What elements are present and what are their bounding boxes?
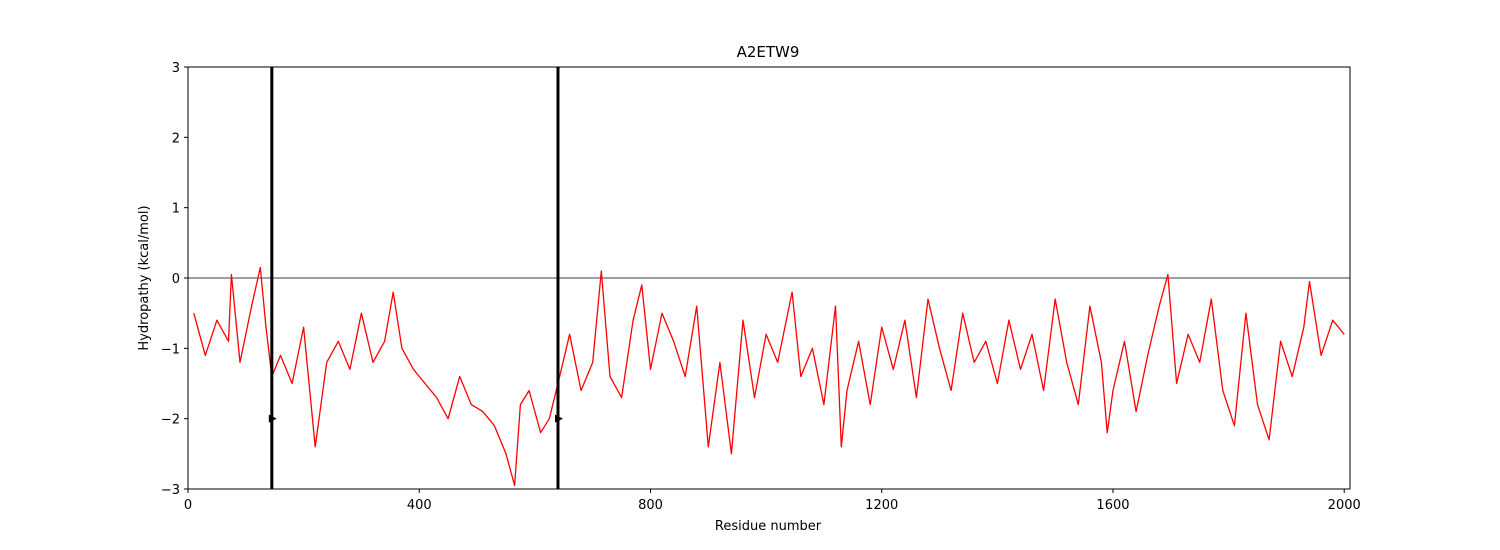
- y-tick-label: 0: [172, 272, 180, 287]
- x-axis-label: Residue number: [715, 519, 822, 534]
- x-tick-label: 400: [407, 498, 432, 513]
- x-tick-label: 800: [638, 498, 663, 513]
- y-tick-label: −3: [161, 483, 180, 498]
- y-tick-label: 2: [172, 131, 180, 146]
- y-axis-label: Hydropathy (kcal/mol): [137, 205, 152, 350]
- x-tick-label: 0: [184, 498, 192, 513]
- x-tick-label: 2000: [1328, 498, 1361, 513]
- y-tick-label: 3: [172, 61, 180, 76]
- y-tick-label: 1: [172, 202, 180, 217]
- plot-area: 0 400 800 1200 1600 2000 −3 −2 −1 0 1 2 3: [161, 61, 1361, 513]
- region-marker-arrow-1: [268, 414, 277, 423]
- y-tick-label: −2: [161, 413, 180, 428]
- y-tick-label: −1: [161, 342, 180, 357]
- x-tick-label: 1600: [1096, 498, 1129, 513]
- region-marker-arrow-2: [554, 414, 563, 423]
- hydropathy-series-line: [193, 266, 1345, 487]
- chart-title: A2ETW9: [737, 43, 800, 61]
- x-tick-label: 1200: [865, 498, 898, 513]
